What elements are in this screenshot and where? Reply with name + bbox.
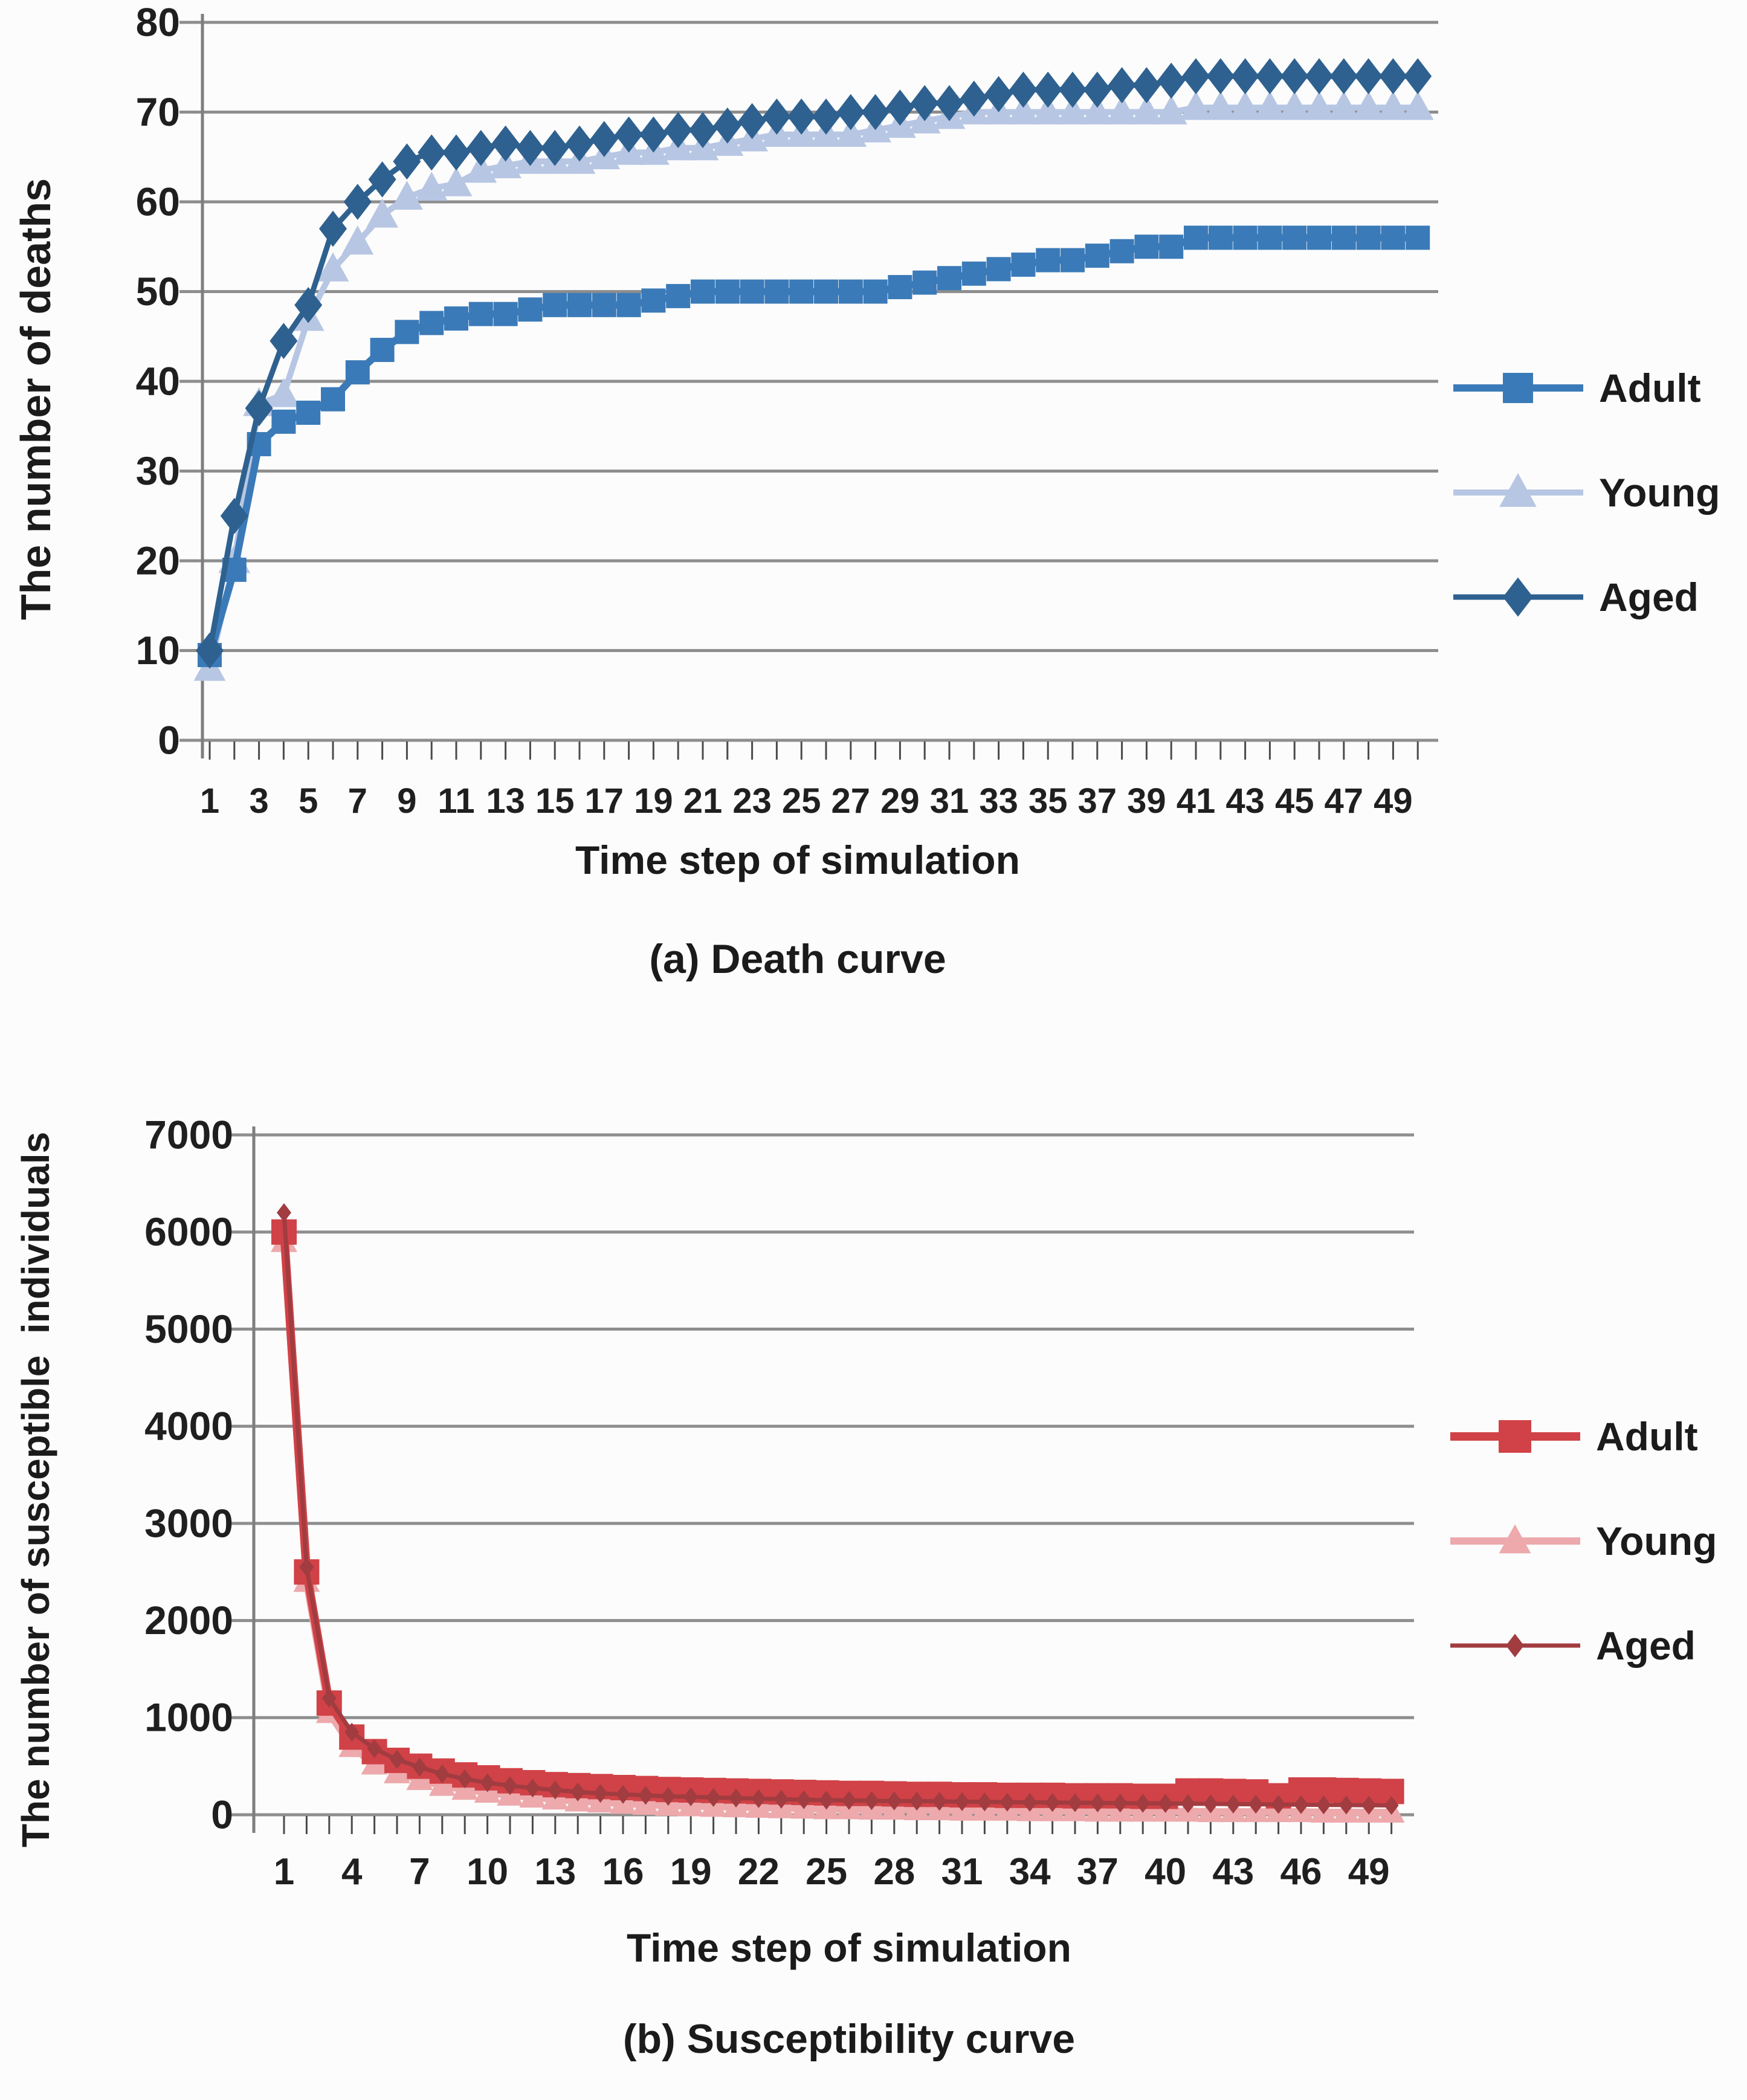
svg-text:2000: 2000 [144, 1598, 233, 1643]
svg-text:80: 80 [136, 0, 180, 44]
svg-text:30: 30 [136, 448, 180, 493]
svg-text:25: 25 [782, 781, 821, 821]
square-marker-icon [1453, 360, 1583, 417]
svg-text:29: 29 [880, 781, 920, 821]
legend-label-aged: Aged [1596, 1623, 1696, 1668]
svg-text:5000: 5000 [144, 1307, 233, 1351]
svg-text:60: 60 [136, 179, 180, 224]
svg-text:25: 25 [806, 1851, 847, 1893]
svg-text:7: 7 [348, 781, 367, 821]
legend-label-aged: Aged [1599, 575, 1699, 619]
svg-text:20: 20 [136, 538, 180, 583]
death-x-axis-title: Time step of simulation [575, 838, 1020, 882]
svg-text:37: 37 [1077, 1851, 1119, 1893]
svg-text:43: 43 [1212, 1851, 1254, 1893]
svg-text:1: 1 [274, 1851, 294, 1893]
legend-label-young: Young [1599, 470, 1720, 515]
svg-text:21: 21 [683, 781, 723, 821]
square-marker-icon [1450, 1408, 1580, 1465]
svg-text:9: 9 [397, 781, 416, 821]
svg-text:19: 19 [670, 1851, 712, 1893]
death-legend: Adult Young Aged [1453, 360, 1720, 626]
svg-text:10: 10 [467, 1851, 508, 1893]
svg-text:40: 40 [136, 358, 180, 403]
legend-label-adult: Adult [1596, 1414, 1698, 1459]
svg-text:47: 47 [1325, 781, 1364, 821]
svg-text:49: 49 [1374, 781, 1413, 821]
svg-text:34: 34 [1009, 1851, 1051, 1893]
death-caption: (a) Death curve [649, 936, 946, 982]
svg-text:6000: 6000 [144, 1209, 233, 1254]
triangle-marker-icon [1450, 1513, 1580, 1570]
svg-text:4000: 4000 [144, 1404, 233, 1449]
svg-text:28: 28 [873, 1851, 915, 1893]
legend-label-adult: Adult [1599, 366, 1701, 410]
susceptibility-legend: Adult Young Aged [1450, 1408, 1717, 1675]
svg-text:1000: 1000 [144, 1695, 233, 1740]
svg-text:16: 16 [602, 1851, 644, 1893]
svg-text:45: 45 [1275, 781, 1314, 821]
svg-text:13: 13 [534, 1851, 576, 1893]
susceptibility-caption: (b) Susceptibility curve [622, 2016, 1076, 2062]
svg-text:0: 0 [158, 717, 180, 762]
svg-text:17: 17 [585, 781, 624, 821]
legend-label-young: Young [1596, 1519, 1717, 1563]
svg-text:19: 19 [634, 781, 673, 821]
svg-text:22: 22 [738, 1851, 780, 1893]
diamond-marker-icon [1450, 1617, 1580, 1675]
svg-text:40: 40 [1145, 1851, 1186, 1893]
svg-text:49: 49 [1348, 1851, 1390, 1893]
diamond-marker-icon [1453, 569, 1583, 626]
svg-text:1: 1 [200, 781, 219, 821]
susceptibility-y-axis-title: The number of susceptible individuals [14, 1131, 57, 1848]
svg-text:13: 13 [486, 781, 525, 821]
svg-text:35: 35 [1029, 781, 1068, 821]
svg-text:10: 10 [136, 628, 180, 673]
svg-text:5: 5 [299, 781, 318, 821]
svg-text:15: 15 [535, 781, 575, 821]
svg-text:31: 31 [941, 1851, 983, 1893]
svg-text:41: 41 [1177, 781, 1216, 821]
svg-text:43: 43 [1225, 781, 1265, 821]
svg-text:70: 70 [136, 89, 180, 134]
svg-text:27: 27 [832, 781, 871, 821]
svg-text:7000: 7000 [144, 1112, 233, 1157]
susceptibility-x-axis-title: Time step of simulation [627, 1925, 1071, 1970]
legend-item-young: Young [1453, 464, 1720, 522]
svg-text:0: 0 [211, 1792, 233, 1837]
death-y-axis-title: The number of deaths [12, 178, 59, 620]
svg-text:3: 3 [249, 781, 268, 821]
svg-text:33: 33 [979, 781, 1018, 821]
triangle-marker-icon [1453, 464, 1583, 522]
svg-text:46: 46 [1280, 1851, 1322, 1893]
svg-text:7: 7 [409, 1851, 430, 1893]
legend-item-adult: Adult [1453, 360, 1720, 417]
svg-text:50: 50 [136, 269, 180, 314]
legend-item-adult: Adult [1450, 1408, 1717, 1465]
svg-text:3000: 3000 [144, 1501, 233, 1545]
svg-text:37: 37 [1078, 781, 1117, 821]
svg-text:31: 31 [930, 781, 969, 821]
legend-item-aged: Aged [1450, 1617, 1717, 1675]
svg-text:11: 11 [438, 781, 474, 821]
legend-item-young: Young [1450, 1513, 1717, 1570]
svg-text:23: 23 [732, 781, 772, 821]
legend-item-aged: Aged [1453, 569, 1720, 626]
svg-text:39: 39 [1127, 781, 1166, 821]
svg-text:4: 4 [341, 1851, 363, 1893]
